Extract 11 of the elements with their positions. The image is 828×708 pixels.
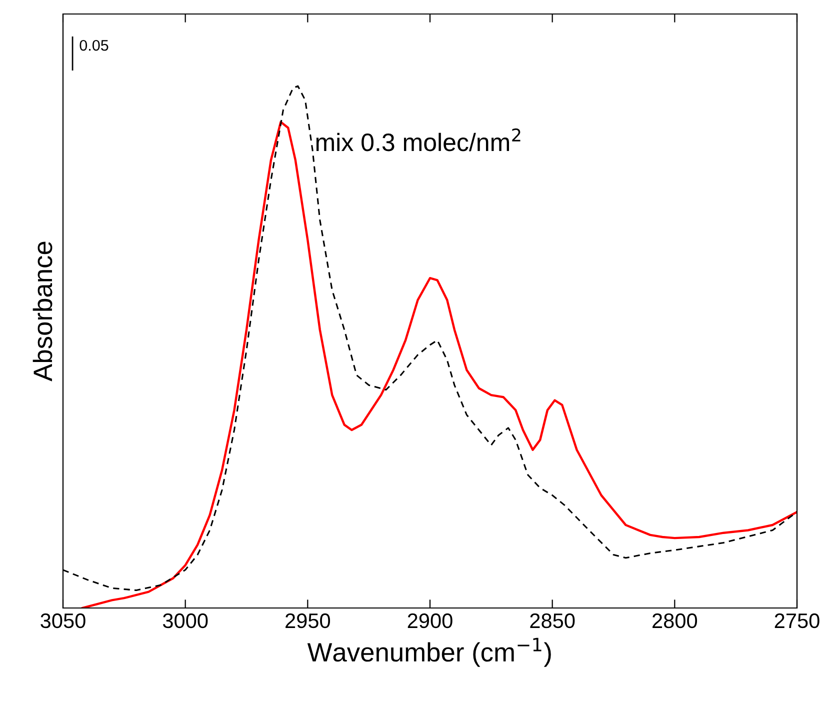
x-tick-label: 2800 bbox=[652, 613, 698, 628]
x-tick-label: 2900 bbox=[408, 613, 452, 628]
text: 0.05 bbox=[80, 40, 108, 51]
x-axis-title: Wavenumber (cm$^{−1}$) bbox=[307, 638, 551, 667]
x-tick-label: 2850 bbox=[530, 613, 575, 628]
annotation: mix 0.3 molec/nm$^{2}$ bbox=[316, 128, 520, 152]
x-tick-label: 2950 bbox=[286, 613, 330, 628]
x-tick-label: 2750 bbox=[774, 613, 820, 628]
y-axis-title: Absorbance bbox=[32, 242, 52, 382]
x-tick-label: 3000 bbox=[162, 613, 208, 628]
x-tick-label: 3050 bbox=[40, 613, 86, 628]
